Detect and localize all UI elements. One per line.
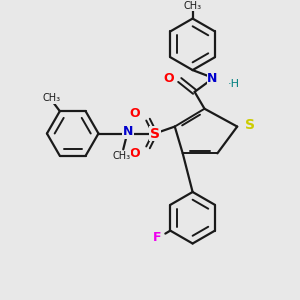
Text: O: O [130,147,140,160]
Text: N: N [207,71,218,85]
Text: CH₃: CH₃ [184,1,202,11]
Text: N: N [123,125,134,138]
Text: S: S [245,118,255,132]
Text: CH₃: CH₃ [43,93,61,103]
Text: O: O [130,107,140,120]
Text: CH₃: CH₃ [112,151,130,161]
Text: S: S [150,127,160,140]
Text: ·H: ·H [227,79,239,89]
Text: O: O [163,73,174,85]
Text: F: F [153,231,161,244]
